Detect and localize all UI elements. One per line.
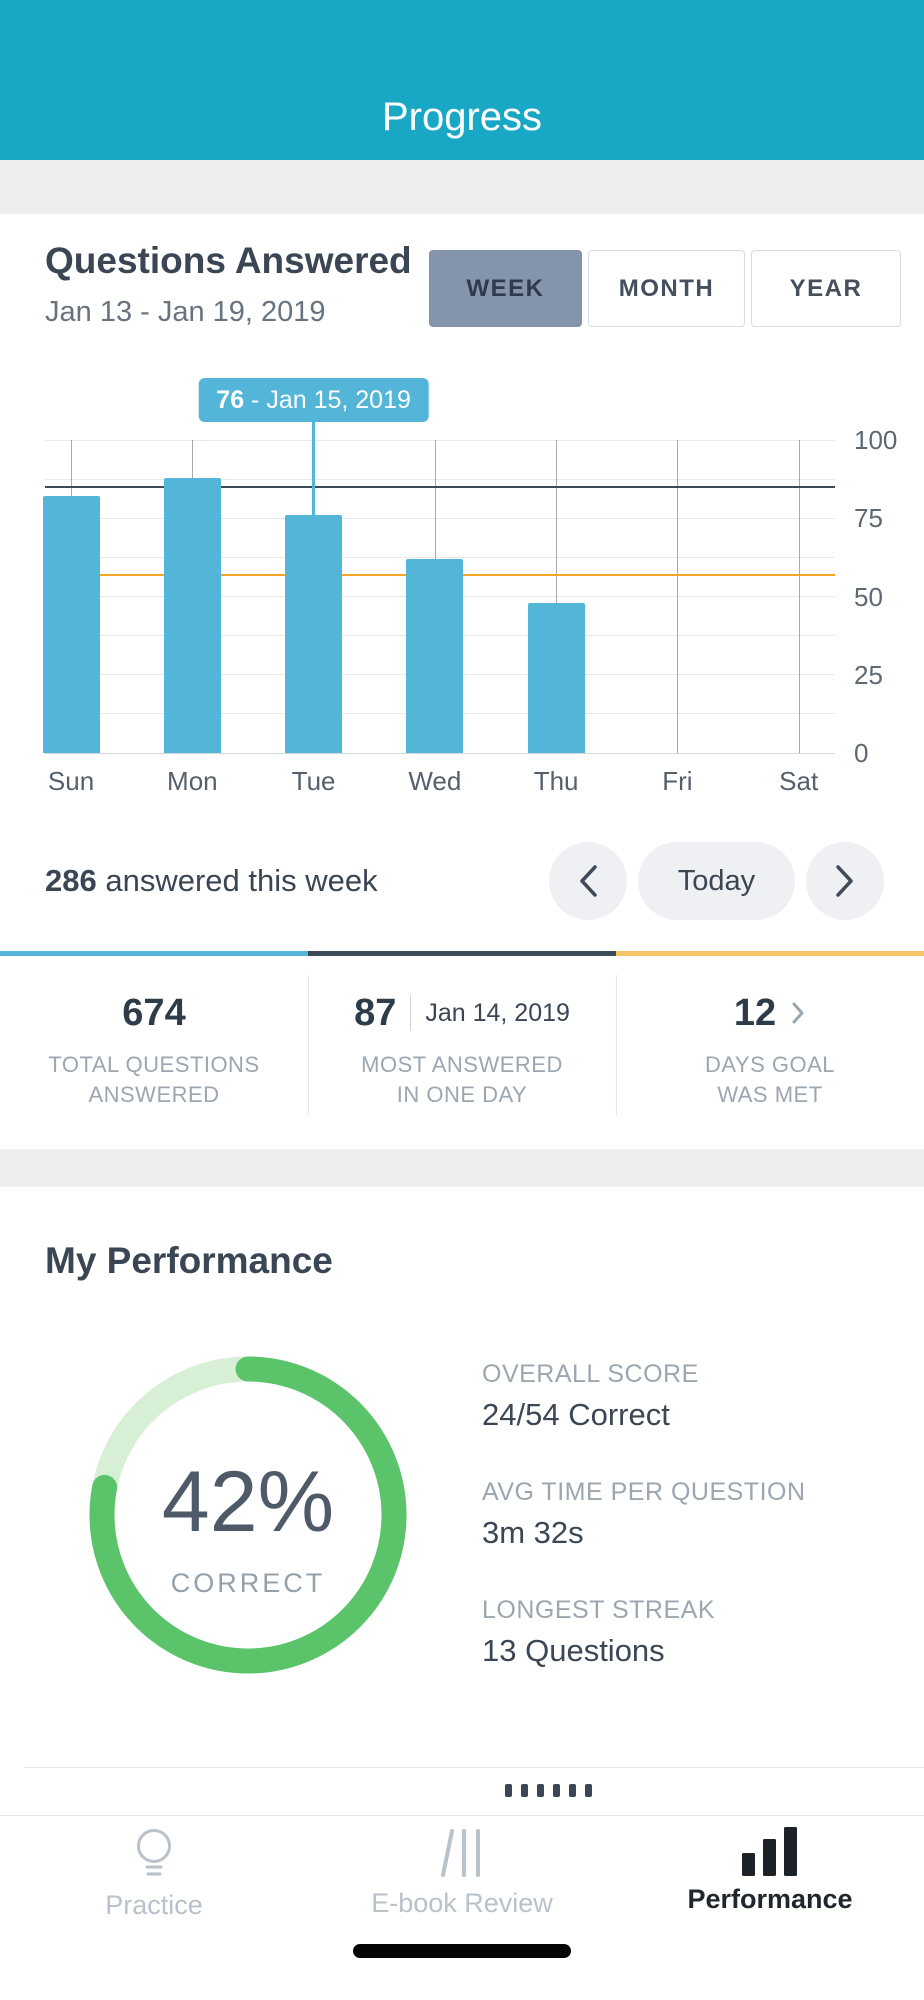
longest-streak-label: LONGEST STREAK: [482, 1596, 715, 1624]
tab-ebook-review[interactable]: E-book Review: [312, 1826, 612, 1942]
bar-chart-icon: [742, 1827, 797, 1876]
section-title-questions-answered: Questions Answered: [45, 240, 412, 281]
tab-week[interactable]: WEEK: [429, 250, 582, 327]
section-title-my-performance: My Performance: [45, 1240, 333, 1281]
y-axis-label: 25: [854, 659, 883, 690]
chevron-right-icon: [836, 865, 853, 897]
tab-month[interactable]: MONTH: [588, 250, 745, 327]
overall-score-value: 24/54 Correct: [482, 1397, 670, 1432]
list-item: OVERALL SCORE 24/54 Correct: [482, 1358, 806, 1436]
stat-label: TOTAL QUESTIONS ANSWERED: [48, 1052, 260, 1107]
bar-chart-plot-area: [42, 439, 835, 754]
y-axis-label: 0: [854, 738, 869, 768]
column-separator: [616, 975, 617, 1115]
chart-tooltip: 76 - Jan 15, 2019: [198, 378, 429, 422]
previous-week-button[interactable]: [549, 842, 627, 920]
week-summary-count: 286: [45, 863, 97, 898]
stat-most-answered: 87 Jan 14, 2019 MOST ANSWERED IN ONE DAY: [308, 951, 616, 1149]
x-axis-label: Tue: [291, 766, 336, 796]
stat-days-goal-met[interactable]: 12 DAYS GOAL WAS MET: [616, 951, 924, 1149]
h-gridline: [45, 439, 835, 441]
x-axis-label: Wed: [408, 766, 462, 796]
tab-label: Performance: [687, 1884, 853, 1914]
clipped-next-section-content: [505, 1784, 592, 1797]
stat-value: 87: [354, 991, 397, 1034]
bar-mon[interactable]: [163, 477, 221, 753]
page-title: Progress: [381, 95, 543, 139]
bar-thu[interactable]: [527, 602, 585, 753]
donut-progress-arc: [89, 1356, 407, 1674]
longest-streak-value: 13 Questions: [482, 1633, 665, 1668]
x-axis-label: Mon: [167, 766, 218, 796]
app-header: Progress: [0, 0, 924, 160]
date-range-label: Jan 13 - Jan 19, 2019: [45, 296, 326, 328]
percent-correct-value: 42%: [161, 1454, 335, 1550]
y-axis-labels: 100 75 50 25 0: [854, 425, 924, 768]
x-axis-labels: Sun Mon Tue Wed Thu Fri Sat: [45, 766, 835, 800]
list-item: LONGEST STREAK 13 Questions: [482, 1594, 806, 1672]
v-gridline: [798, 440, 800, 753]
next-week-button[interactable]: [806, 842, 884, 920]
vertical-divider: [410, 995, 412, 1031]
stat-total-questions: 674 TOTAL QUESTIONS ANSWERED: [0, 951, 308, 1149]
percent-correct-label: CORRECT: [170, 1568, 326, 1598]
h-gridline: [45, 517, 835, 519]
tab-year[interactable]: YEAR: [751, 250, 901, 327]
goal-line: [45, 485, 835, 488]
y-axis-label: 75: [854, 503, 883, 534]
v-gridline: [677, 440, 679, 753]
overall-score-label: OVERALL SCORE: [482, 1360, 699, 1388]
home-indicator[interactable]: [353, 1944, 571, 1958]
ebook-review-icon: [441, 1829, 480, 1877]
tab-practice[interactable]: Practice: [4, 1826, 304, 1942]
h-gridline: [45, 478, 835, 480]
avg-time-label: AVG TIME PER QUESTION: [482, 1478, 806, 1506]
y-axis-label: 100: [854, 425, 898, 455]
performance-stats-list: OVERALL SCORE 24/54 Correct AVG TIME PER…: [482, 1358, 806, 1712]
week-summary-text: 286 answered this week: [45, 863, 378, 898]
tooltip-pointer-line: [312, 420, 316, 516]
tab-label: Practice: [105, 1890, 203, 1920]
avg-time-value: 3m 32s: [482, 1515, 584, 1550]
performance-donut-chart: [89, 1356, 407, 1674]
stat-value: 674: [122, 991, 186, 1034]
stat-label: MOST ANSWERED IN ONE DAY: [361, 1052, 563, 1107]
stat-date: Jan 14, 2019: [425, 998, 570, 1027]
y-axis-label: 50: [854, 581, 883, 612]
tooltip-value: 76: [216, 386, 245, 414]
bar-sun[interactable]: [42, 496, 100, 753]
tab-performance[interactable]: Performance: [620, 1826, 920, 1942]
tab-label: E-book Review: [371, 1888, 553, 1918]
chevron-right-icon: [792, 1002, 804, 1024]
h-gridline: [45, 752, 835, 754]
h-gridline: [45, 556, 835, 558]
column-separator: [308, 975, 309, 1115]
list-item: AVG TIME PER QUESTION 3m 32s: [482, 1476, 806, 1554]
v-gridline: [556, 440, 558, 753]
tooltip-date: - Jan 15, 2019: [244, 386, 411, 414]
x-axis-label: Sun: [47, 766, 95, 796]
x-axis-label: Sat: [779, 766, 819, 796]
x-axis-label: Fri: [662, 766, 693, 796]
stat-label: DAYS GOAL WAS MET: [704, 1052, 836, 1107]
chevron-left-icon: [580, 865, 597, 897]
x-axis-label: Thu: [533, 766, 579, 796]
stat-value: 12: [733, 991, 777, 1034]
lightbulb-icon: [137, 1829, 171, 1876]
bar-tue[interactable]: [285, 515, 343, 753]
section-divider: [24, 1767, 924, 1768]
today-button[interactable]: Today: [638, 842, 795, 920]
bar-wed[interactable]: [406, 558, 464, 753]
